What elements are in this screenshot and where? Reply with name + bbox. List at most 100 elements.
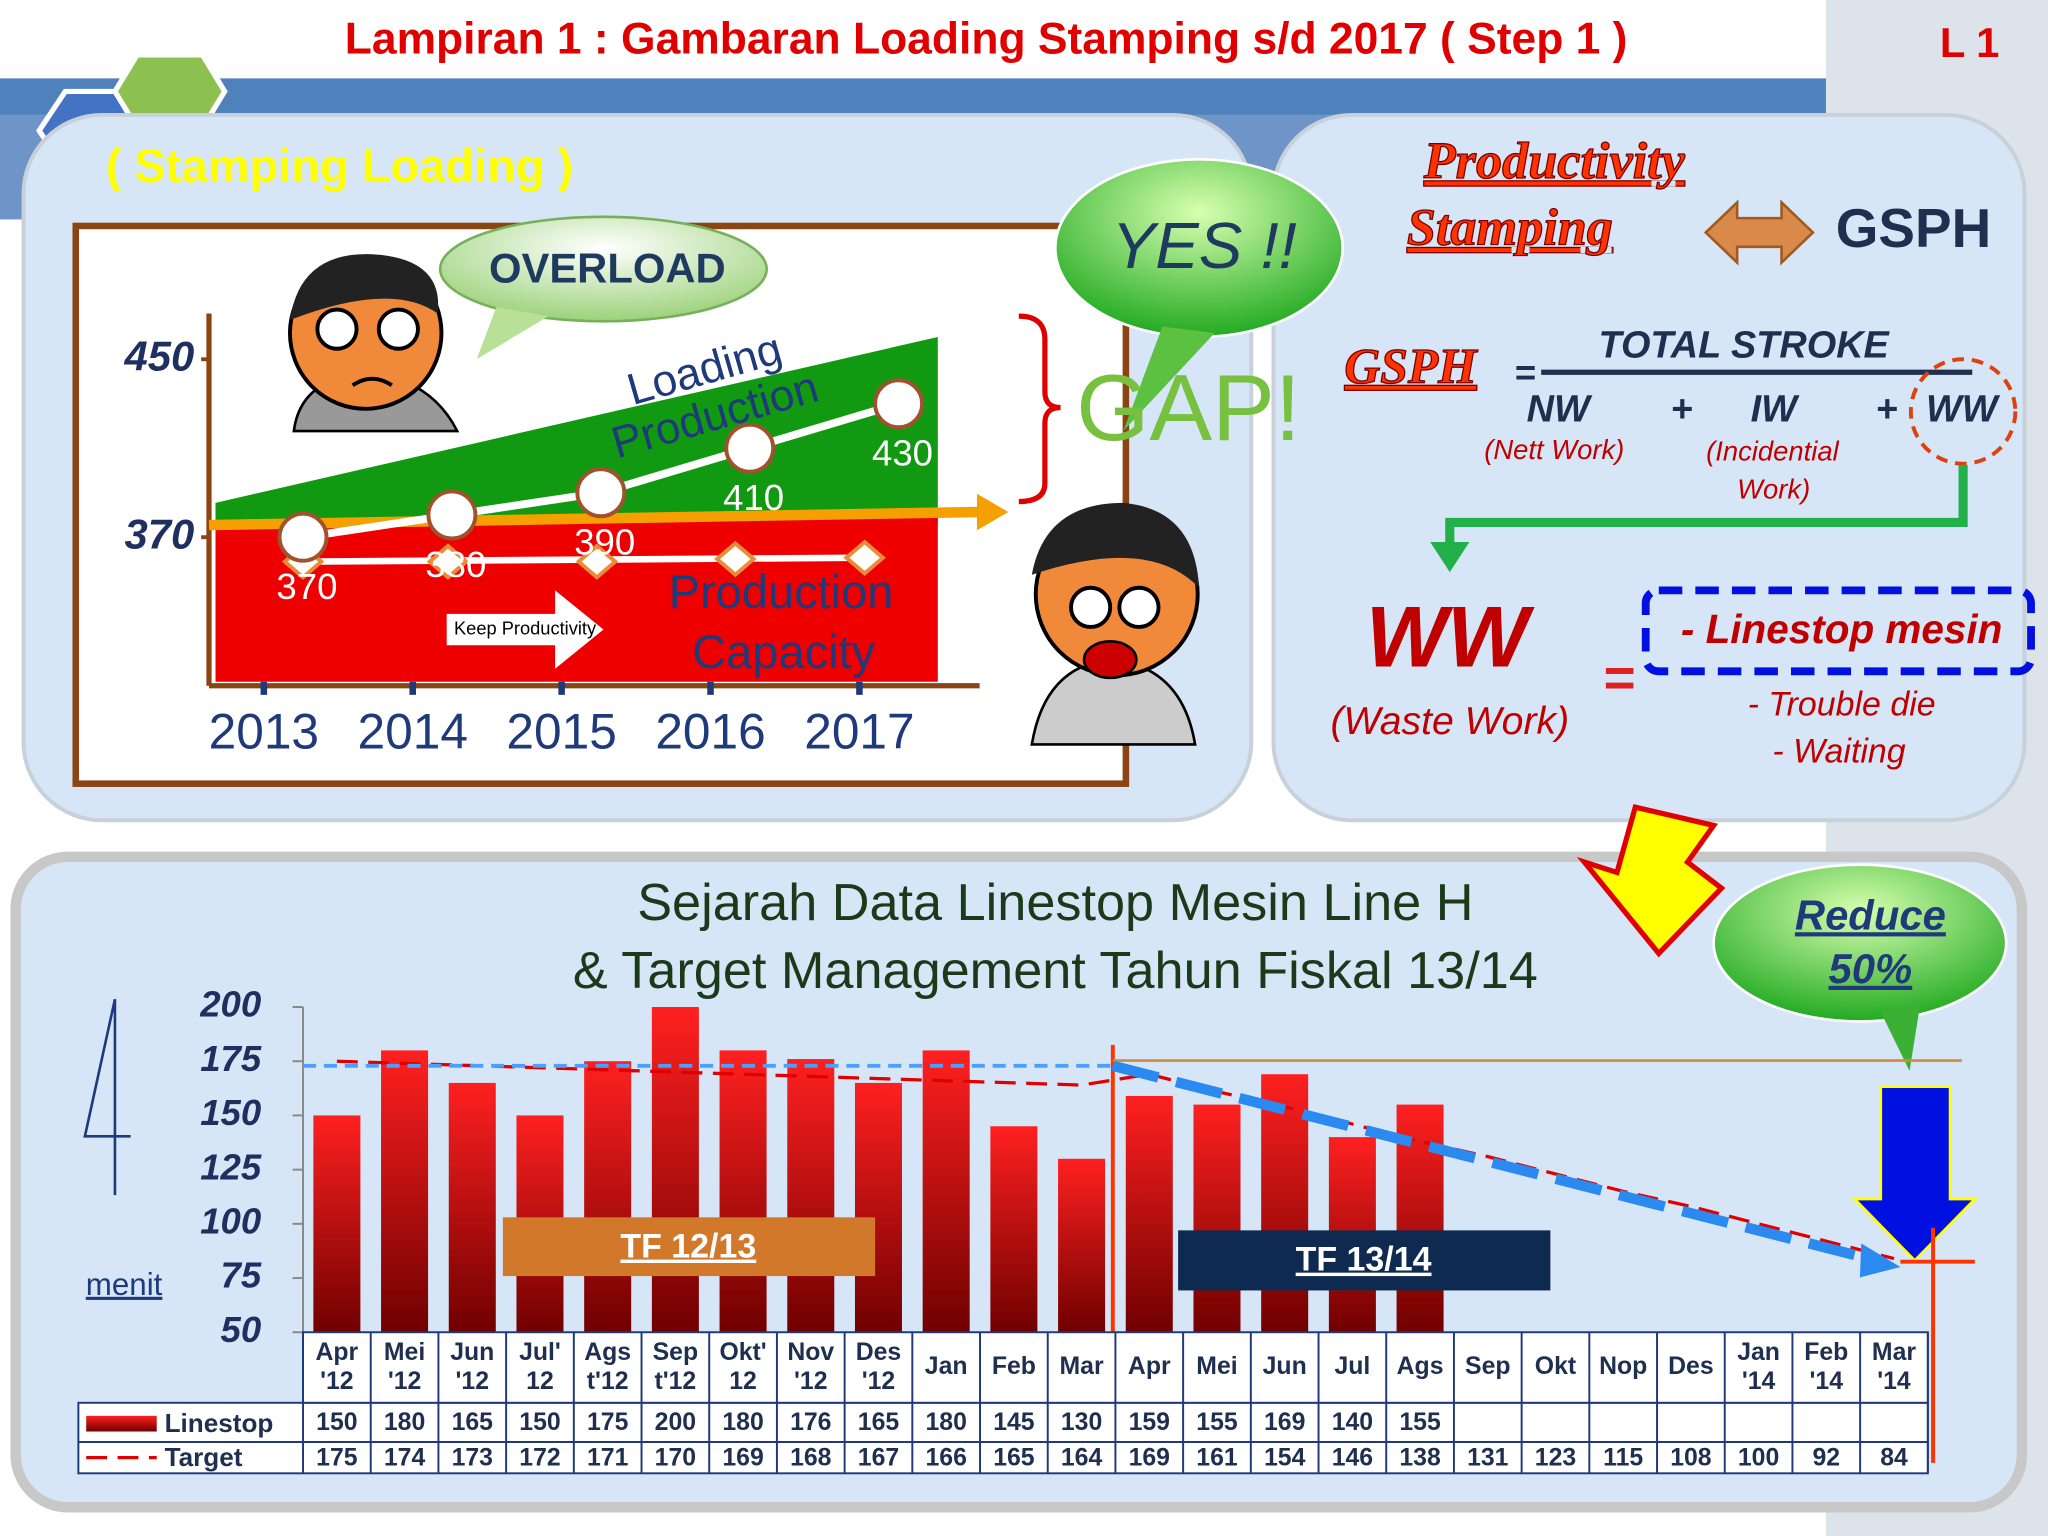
y-tick-label: 75	[221, 1255, 262, 1296]
ww-item: - Waiting	[1772, 733, 1905, 771]
table-cell: 180	[722, 1409, 763, 1436]
capacity-area	[215, 512, 938, 682]
highlight-circle	[1908, 357, 2018, 466]
table-cell: 167	[858, 1444, 899, 1471]
table-cell: 180	[925, 1409, 966, 1436]
legend-label: Target	[165, 1442, 243, 1472]
cartoon	[287, 254, 460, 433]
value-label: 410	[723, 477, 784, 518]
yes-label: YES !!	[1112, 209, 1297, 282]
table-cell: 165	[858, 1409, 900, 1436]
x-tick-label: Jan '14	[1737, 1339, 1780, 1395]
bubble-tail	[1880, 1005, 1920, 1072]
x-tick-label: 2014	[358, 703, 468, 759]
chart-title: ( Stamping Loading )	[106, 139, 574, 192]
cartoon	[1030, 502, 1200, 746]
value-label: 370	[276, 566, 337, 607]
panel-title: Productivity	[1423, 132, 1686, 190]
term: +	[1876, 388, 1898, 430]
capacity-label: Capacity	[692, 625, 875, 678]
x-tick-label: Ags	[1397, 1353, 1444, 1380]
x-tick-label: Jan	[925, 1353, 968, 1380]
table-cell: 92	[1812, 1444, 1840, 1471]
x-tick-label: Jul	[1334, 1353, 1370, 1380]
connector	[1445, 464, 1968, 549]
table-cell: 138	[1399, 1444, 1441, 1471]
double-arrow	[1703, 199, 1815, 266]
table-cell: 175	[587, 1409, 629, 1436]
ww-label: WW	[1366, 590, 1535, 686]
y-tick-label: 50	[221, 1309, 262, 1350]
table-cell: 100	[1738, 1444, 1779, 1471]
bar	[719, 1050, 767, 1333]
table-bg	[77, 1401, 1929, 1475]
y-tick-label: 450	[123, 332, 194, 379]
tf-label: TF 12/13	[620, 1228, 756, 1266]
x-tick-label: Mei	[1196, 1353, 1237, 1380]
bar	[313, 1115, 361, 1333]
x-tick-label: Sep	[1465, 1353, 1510, 1380]
table-cell: 174	[384, 1444, 426, 1471]
tf-label: TF 13/14	[1296, 1241, 1432, 1279]
y-tick-label: 150	[200, 1092, 261, 1133]
bar	[922, 1050, 970, 1333]
x-tick-label: Nop	[1599, 1353, 1647, 1380]
y-tick-label: 370	[124, 510, 194, 557]
bar	[990, 1126, 1038, 1333]
point	[724, 422, 776, 474]
value-label: 430	[872, 433, 933, 474]
formula-lhs: GSPH	[1344, 338, 1478, 393]
gap-bracket	[1018, 313, 1061, 505]
x-tick-label: Mar '14	[1872, 1339, 1916, 1395]
trend-head	[1859, 1243, 1901, 1278]
x-tick-label: Mei '12	[384, 1339, 425, 1395]
table-cell: 172	[519, 1444, 560, 1471]
bar	[381, 1050, 429, 1333]
y-tick-label: 200	[199, 984, 261, 1025]
legend-label: Linestop	[165, 1408, 274, 1438]
table-cell: 150	[316, 1409, 357, 1436]
table-cell: 169	[722, 1444, 763, 1471]
table-cell: 108	[1670, 1444, 1712, 1471]
table-cell: 180	[384, 1409, 425, 1436]
x-tick-label: 2017	[804, 703, 914, 759]
table-cell: 130	[1061, 1409, 1102, 1436]
x-tick-label: Mar	[1060, 1353, 1104, 1380]
point	[575, 467, 627, 519]
bar	[1261, 1074, 1309, 1333]
table-cell: 170	[655, 1444, 696, 1471]
x-tick-label: Des '12	[856, 1339, 902, 1395]
gsph-label: GSPH	[1836, 197, 1991, 259]
table-cell: 173	[452, 1444, 493, 1471]
table-cell: 159	[1129, 1409, 1170, 1436]
x-tick-label: Nov '12	[787, 1339, 834, 1395]
y-tick-label: 175	[200, 1038, 262, 1079]
chart-title: & Target Management Tahun Fiskal 13/14	[573, 942, 1538, 1000]
bar	[787, 1059, 835, 1333]
x-tick-label: Okt' 12	[719, 1339, 766, 1395]
x-tick-label: Des	[1668, 1353, 1714, 1380]
page-number: L 1	[1940, 19, 2000, 66]
bar	[1058, 1158, 1106, 1333]
term: NW	[1527, 388, 1593, 430]
x-tick-label: 2015	[506, 703, 616, 759]
table-cell: 165	[993, 1444, 1035, 1471]
table-cell: 166	[925, 1444, 966, 1471]
table-cell: 150	[519, 1409, 560, 1436]
table-cell: 171	[587, 1444, 629, 1471]
trend-line	[1111, 1060, 1883, 1267]
table-cell: 123	[1535, 1444, 1576, 1471]
table-cell: 140	[1332, 1409, 1373, 1436]
x-tick-label: Apr '12	[316, 1339, 359, 1395]
point	[277, 511, 329, 563]
bar	[1193, 1104, 1241, 1333]
point	[426, 489, 478, 541]
table-cell: 145	[993, 1409, 1035, 1436]
value-label: 390	[574, 522, 635, 563]
x-tick-label: Jun	[1263, 1353, 1307, 1380]
ww-item: - Linestop mesin	[1681, 606, 2003, 652]
table-cell: 169	[1129, 1444, 1170, 1471]
x-tick-label: Feb '14	[1804, 1339, 1848, 1395]
